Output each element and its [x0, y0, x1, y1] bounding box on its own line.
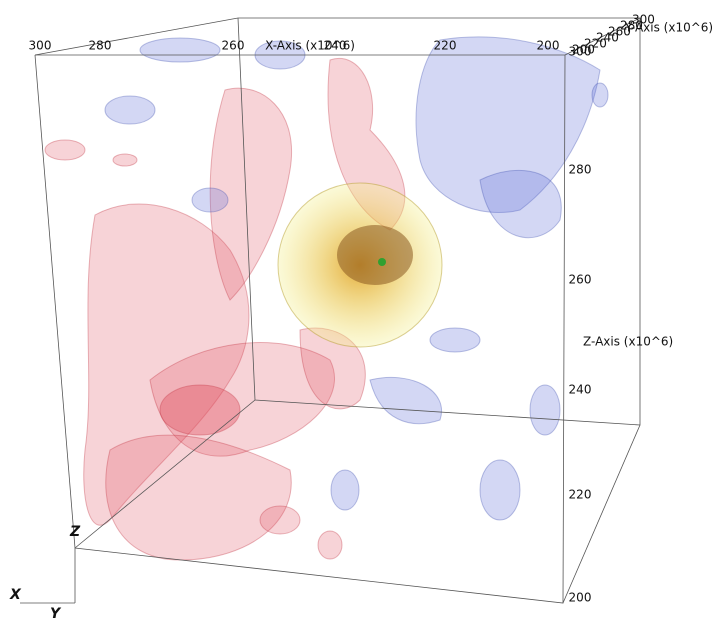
z-tick-label: 220	[569, 488, 592, 502]
z-axis-label: Z-Axis (x10^6)	[583, 335, 673, 349]
volume-render: X-Axis (x10^6) Z-Axis (x10^6) Y-Axis (x1…	[0, 0, 712, 621]
z-tick-label: 260	[569, 273, 592, 287]
central-halo	[278, 183, 442, 347]
orientation-x: X	[9, 587, 22, 603]
z-tick-label: 280	[569, 163, 592, 177]
x-tick-label: 220	[434, 39, 457, 53]
orientation-z: Z	[69, 524, 81, 540]
orientation-y: Y	[50, 606, 62, 621]
z-tick-label: 240	[569, 383, 592, 397]
x-tick-label: 260	[222, 39, 245, 53]
z-tick-label: 200	[569, 591, 592, 605]
x-tick-label: 280	[89, 39, 112, 53]
x-tick-label: 300	[29, 39, 52, 53]
x-tick-label: 200	[537, 39, 560, 53]
y-tick-label: 300	[632, 13, 655, 27]
x-tick-label: 240	[324, 39, 347, 53]
